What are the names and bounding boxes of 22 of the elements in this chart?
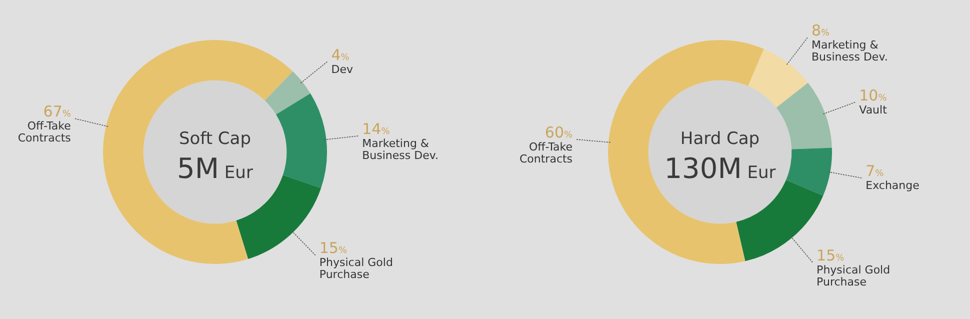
text: 130M Eur <box>664 152 776 185</box>
text: Hard Cap <box>680 129 760 149</box>
text: Soft Cap <box>178 129 252 149</box>
data-label: 15% <box>319 239 348 258</box>
slice-label: Exchange <box>866 178 920 192</box>
data-label: 7% <box>866 162 884 180</box>
slice-label: Off-Take Contracts <box>519 140 573 166</box>
data-label: 10% <box>859 86 888 104</box>
data-label: 15% <box>816 246 845 264</box>
slice-label: Marketing & Business Dev. <box>362 136 439 162</box>
slice-label: Off-Take Contracts <box>18 120 72 145</box>
data-label: 4% <box>331 46 350 64</box>
data-label: 14% <box>362 120 390 138</box>
text: 5M Eur <box>177 152 253 185</box>
data-label: 67% <box>43 102 72 121</box>
slice-label: Physical Gold Purchase <box>319 256 393 282</box>
data-label: 60% <box>544 123 573 142</box>
slice-label: Dev <box>331 62 354 76</box>
slice-label: Marketing & Business Dev. <box>811 38 888 64</box>
slice-label: Physical Gold Purchase <box>816 263 890 288</box>
data-label: 8% <box>811 22 830 40</box>
slice-label: Vault <box>859 103 888 116</box>
